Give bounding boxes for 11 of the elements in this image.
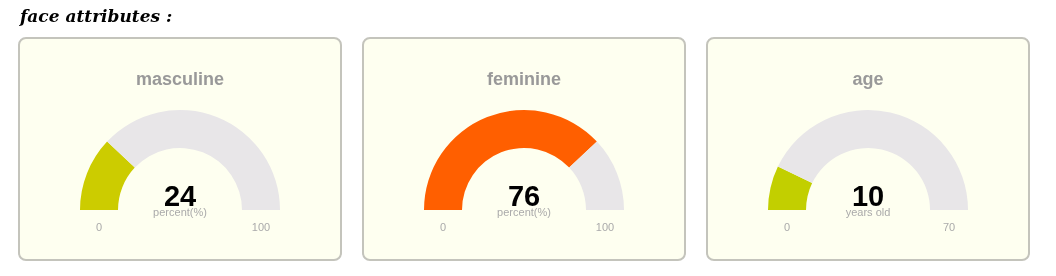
chart-title: feminine xyxy=(486,68,562,89)
text: 100 xyxy=(595,221,615,233)
text: 70 xyxy=(942,221,956,233)
chart-title: age xyxy=(852,68,884,89)
text: years old xyxy=(845,206,891,218)
text: 0 xyxy=(439,221,447,233)
text: face attributes : xyxy=(20,6,173,26)
text: 100 xyxy=(251,221,271,233)
text: 0 xyxy=(783,221,791,233)
text: 0 xyxy=(95,221,103,233)
chart-title: masculine xyxy=(135,68,225,89)
